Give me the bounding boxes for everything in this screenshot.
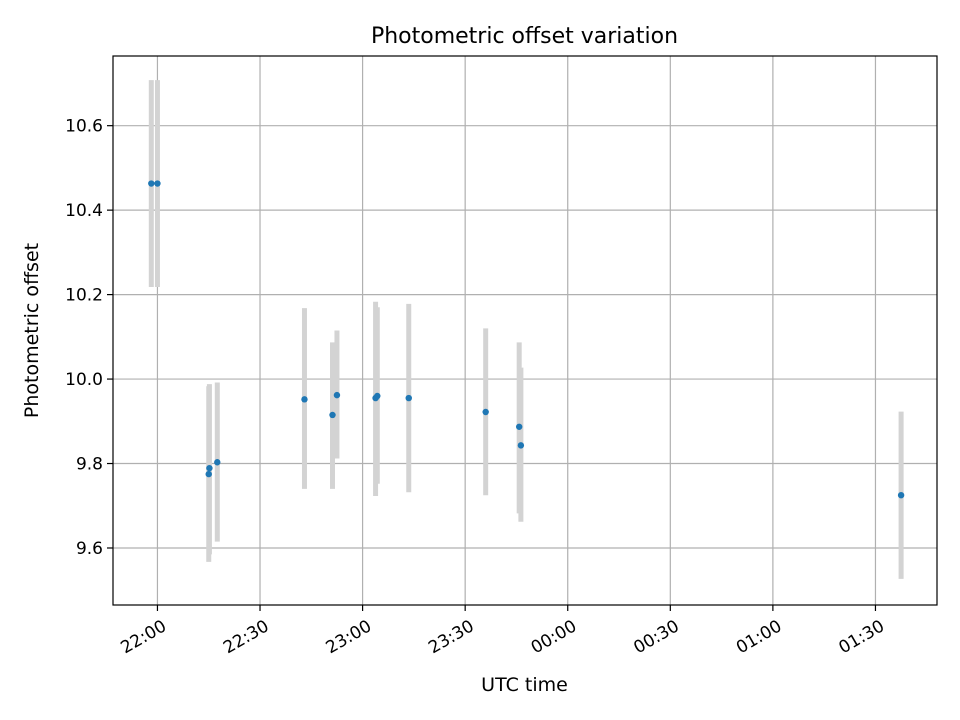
data-points <box>148 180 905 499</box>
data-point <box>205 470 212 478</box>
y-axis-label: Photometric offset <box>21 243 43 418</box>
data-point <box>333 391 341 399</box>
y-tick-label: 10.6 <box>65 117 103 137</box>
data-point <box>214 459 221 466</box>
data-point <box>148 180 155 187</box>
y-tick-label: 10.2 <box>65 286 103 306</box>
y-tick-label: 10.0 <box>65 370 103 390</box>
y-tick-label: 10.4 <box>65 201 103 221</box>
y-axis-ticks: 9.6 9.8 10.0 10.2 10.4 10.6 <box>65 117 113 559</box>
data-point <box>897 492 905 499</box>
grid <box>113 56 937 605</box>
x-axis-label: UTC time <box>481 674 568 696</box>
data-point <box>405 394 412 402</box>
data-point <box>517 442 525 449</box>
data-point <box>374 392 381 400</box>
data-point <box>329 411 336 419</box>
data-point <box>515 423 523 430</box>
data-point <box>482 408 489 416</box>
y-tick-label: 9.6 <box>76 539 103 559</box>
y-tick-label: 9.8 <box>76 455 103 475</box>
chart-title: Photometric offset variation <box>371 24 678 49</box>
data-point <box>154 180 161 187</box>
data-point <box>206 464 213 472</box>
data-point <box>301 396 308 403</box>
plot-frame <box>112 55 938 606</box>
